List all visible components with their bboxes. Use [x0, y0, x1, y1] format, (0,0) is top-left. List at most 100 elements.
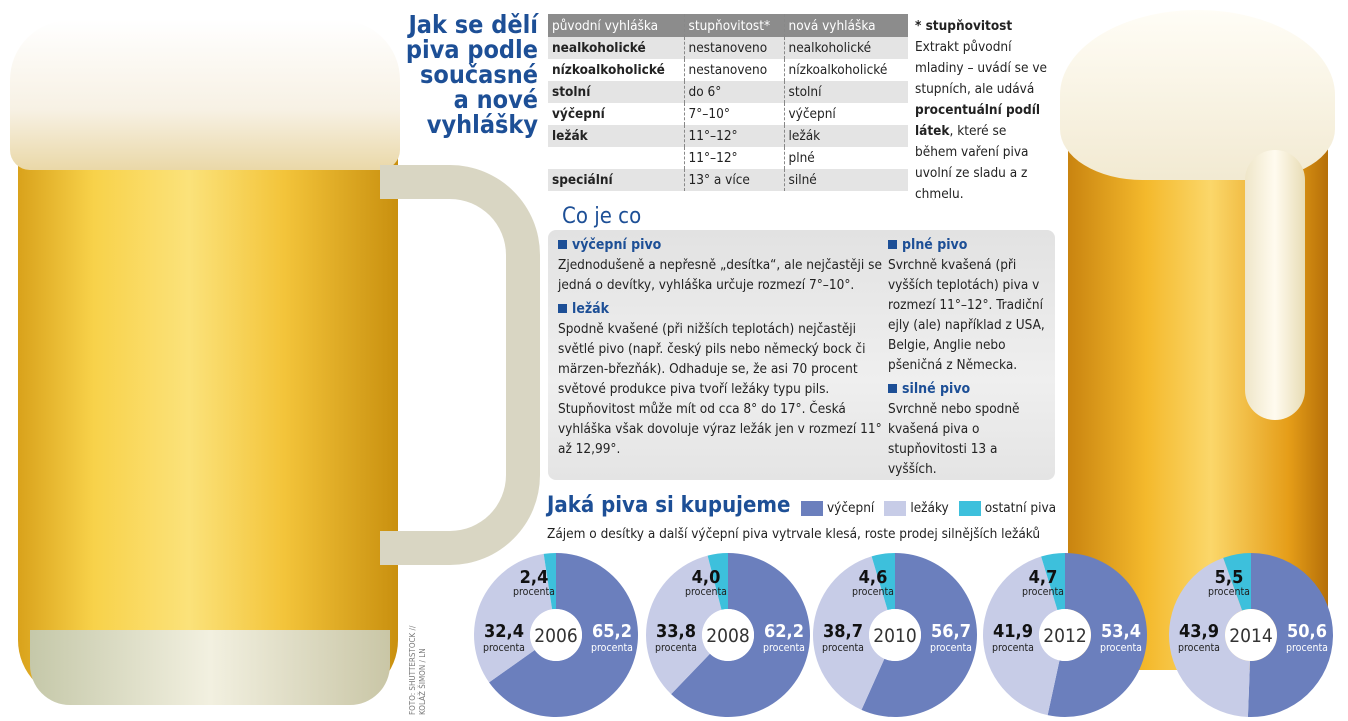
definition-text: Svrchně kvašená (při vyšších teplotách) … — [888, 257, 1045, 373]
data-label: procenta — [685, 586, 727, 598]
data-label: procenta — [1022, 586, 1064, 598]
square-bullet-icon — [558, 240, 567, 249]
donut-hole — [869, 609, 921, 661]
square-bullet-icon — [888, 384, 897, 393]
title-line: a nové — [453, 85, 538, 114]
table-cell: výčepní — [783, 103, 908, 125]
legend-label: ostatní piva — [984, 500, 1057, 516]
table-row: speciální 13° a více silné — [548, 169, 908, 191]
table-row: ležák 11°–12° ležák — [548, 125, 908, 147]
table-cell: silné — [783, 169, 908, 191]
data-label: 4,6 — [859, 567, 888, 588]
table-cell: ležák — [783, 125, 908, 147]
table-cell: 11°–12° — [683, 125, 784, 147]
donut-slice-výčepní — [489, 553, 638, 717]
table-cell: 7°–10° — [683, 103, 784, 125]
year-label: 2012 — [1043, 625, 1087, 647]
definitions-left: výčepní pivo Zjednodušeně a nepřesně „de… — [558, 235, 888, 463]
data-label: procenta — [992, 642, 1034, 654]
title-line: piva podle — [405, 35, 538, 64]
beer-glass-photo — [1060, 10, 1340, 680]
title-line: současné — [419, 60, 538, 89]
donut-slice-výčepní — [861, 553, 978, 717]
data-label: 2,4 — [520, 567, 549, 588]
data-label: procenta — [852, 586, 894, 598]
donut-slice-ostatní-piva — [543, 553, 556, 610]
table-row: stolní do 6° stolní — [548, 81, 908, 103]
data-label: procenta — [1286, 642, 1328, 654]
data-label: 62,2 — [764, 621, 804, 642]
table-cell: plné — [783, 147, 908, 169]
data-label: procenta — [591, 642, 633, 654]
year-label: 2010 — [873, 625, 917, 647]
table-cell: do 6° — [683, 81, 784, 103]
table-cell: nestanoveno — [683, 37, 784, 59]
data-label: 56,7 — [931, 621, 971, 642]
data-label: 50,6 — [1287, 621, 1327, 642]
chart-legend: výčepní ležáky ostatní piva — [795, 500, 1056, 516]
data-label: procenta — [1208, 586, 1250, 598]
table-row: nealkoholické nestanoveno nealkoholické — [548, 37, 908, 59]
definition-heading: silné pivo — [888, 379, 1048, 399]
table-row: výčepní 7°–10° výčepní — [548, 103, 908, 125]
data-label: 4,7 — [1029, 567, 1058, 588]
donut-slice-ležáky — [645, 555, 722, 695]
definition-heading: plné pivo — [888, 235, 1048, 255]
donut-hole — [530, 609, 582, 661]
donut-slice-ležáky — [982, 556, 1060, 716]
data-label: 33,8 — [656, 621, 696, 642]
table-cell: nealkoholické — [548, 37, 684, 59]
donut-hole — [702, 609, 754, 661]
table-cell: stolní — [783, 81, 908, 103]
chart-subtitle: Zájem o desítky a další výčepní piva vyt… — [547, 526, 1041, 542]
donut-slice-výčepní — [1247, 553, 1333, 717]
year-label: 2006 — [534, 625, 578, 647]
donut-slice-ležáky — [473, 553, 553, 683]
data-label: procenta — [655, 642, 697, 654]
column-header: stupňovitost* — [683, 14, 784, 37]
data-label: procenta — [822, 642, 864, 654]
classification-table: původní vyhláška stupňovitost* nová vyhl… — [548, 14, 908, 191]
footnote: * stupňovitost Extrakt původní mladiny –… — [915, 16, 1050, 205]
donut-slice-výčepní — [1047, 553, 1147, 717]
table-cell: nestanoveno — [683, 59, 784, 81]
data-label: procenta — [763, 642, 805, 654]
data-label: procenta — [930, 642, 972, 654]
year-label: 2014 — [1229, 625, 1273, 647]
donut-slice-ležáky — [812, 556, 888, 710]
legend-label: ležáky — [910, 500, 949, 516]
definitions-box — [548, 230, 1055, 480]
title-line: vyhlášky — [426, 110, 538, 139]
data-label: procenta — [513, 586, 555, 598]
table-row: 11°–12° plné — [548, 147, 908, 169]
data-label: procenta — [1178, 642, 1220, 654]
donut-hole — [1039, 609, 1091, 661]
footnote-text: Extrakt původní mladiny – uvádí se ve st… — [915, 39, 1047, 97]
table-cell: výčepní — [552, 106, 605, 122]
chart-title: Jaká piva si kupujeme — [547, 493, 791, 518]
definition-heading: výčepní pivo — [558, 235, 888, 255]
definitions-right: plné pivo Svrchně kvašená (při vyšších t… — [888, 235, 1048, 483]
table-cell: 11°–12° — [683, 147, 784, 169]
footnote-bold: procentuální podíl látek — [915, 102, 1041, 139]
data-label: 5,5 — [1215, 567, 1244, 588]
donut-slice-ležáky — [1169, 557, 1251, 717]
footnote-heading: * stupňovitost — [915, 18, 1013, 34]
column-header: nová vyhláška — [783, 14, 908, 37]
donut-slice-ostatní-piva — [707, 553, 728, 610]
definition-heading: ležák — [558, 299, 888, 319]
table-cell: nealkoholické — [783, 37, 908, 59]
legend-label: výčepní — [827, 500, 875, 516]
definition-text: Spodně kvašené (při nižších teplotách) n… — [558, 321, 882, 457]
data-label: 32,4 — [484, 621, 524, 642]
footnote-text: , které se během vaření piva uvolní ze s… — [915, 123, 1029, 202]
data-label: 38,7 — [823, 621, 863, 642]
donut-slice-ostatní-piva — [871, 553, 895, 611]
square-bullet-icon — [558, 304, 567, 313]
title-line: Jak se dělí — [408, 10, 538, 39]
beer-mug-photo — [10, 20, 400, 710]
table-cell: nízkoalkoholické — [783, 59, 908, 81]
table-cell: stolní — [548, 81, 684, 103]
definition-text: Svrchně nebo spodně kvašená piva o stupň… — [888, 401, 1020, 477]
